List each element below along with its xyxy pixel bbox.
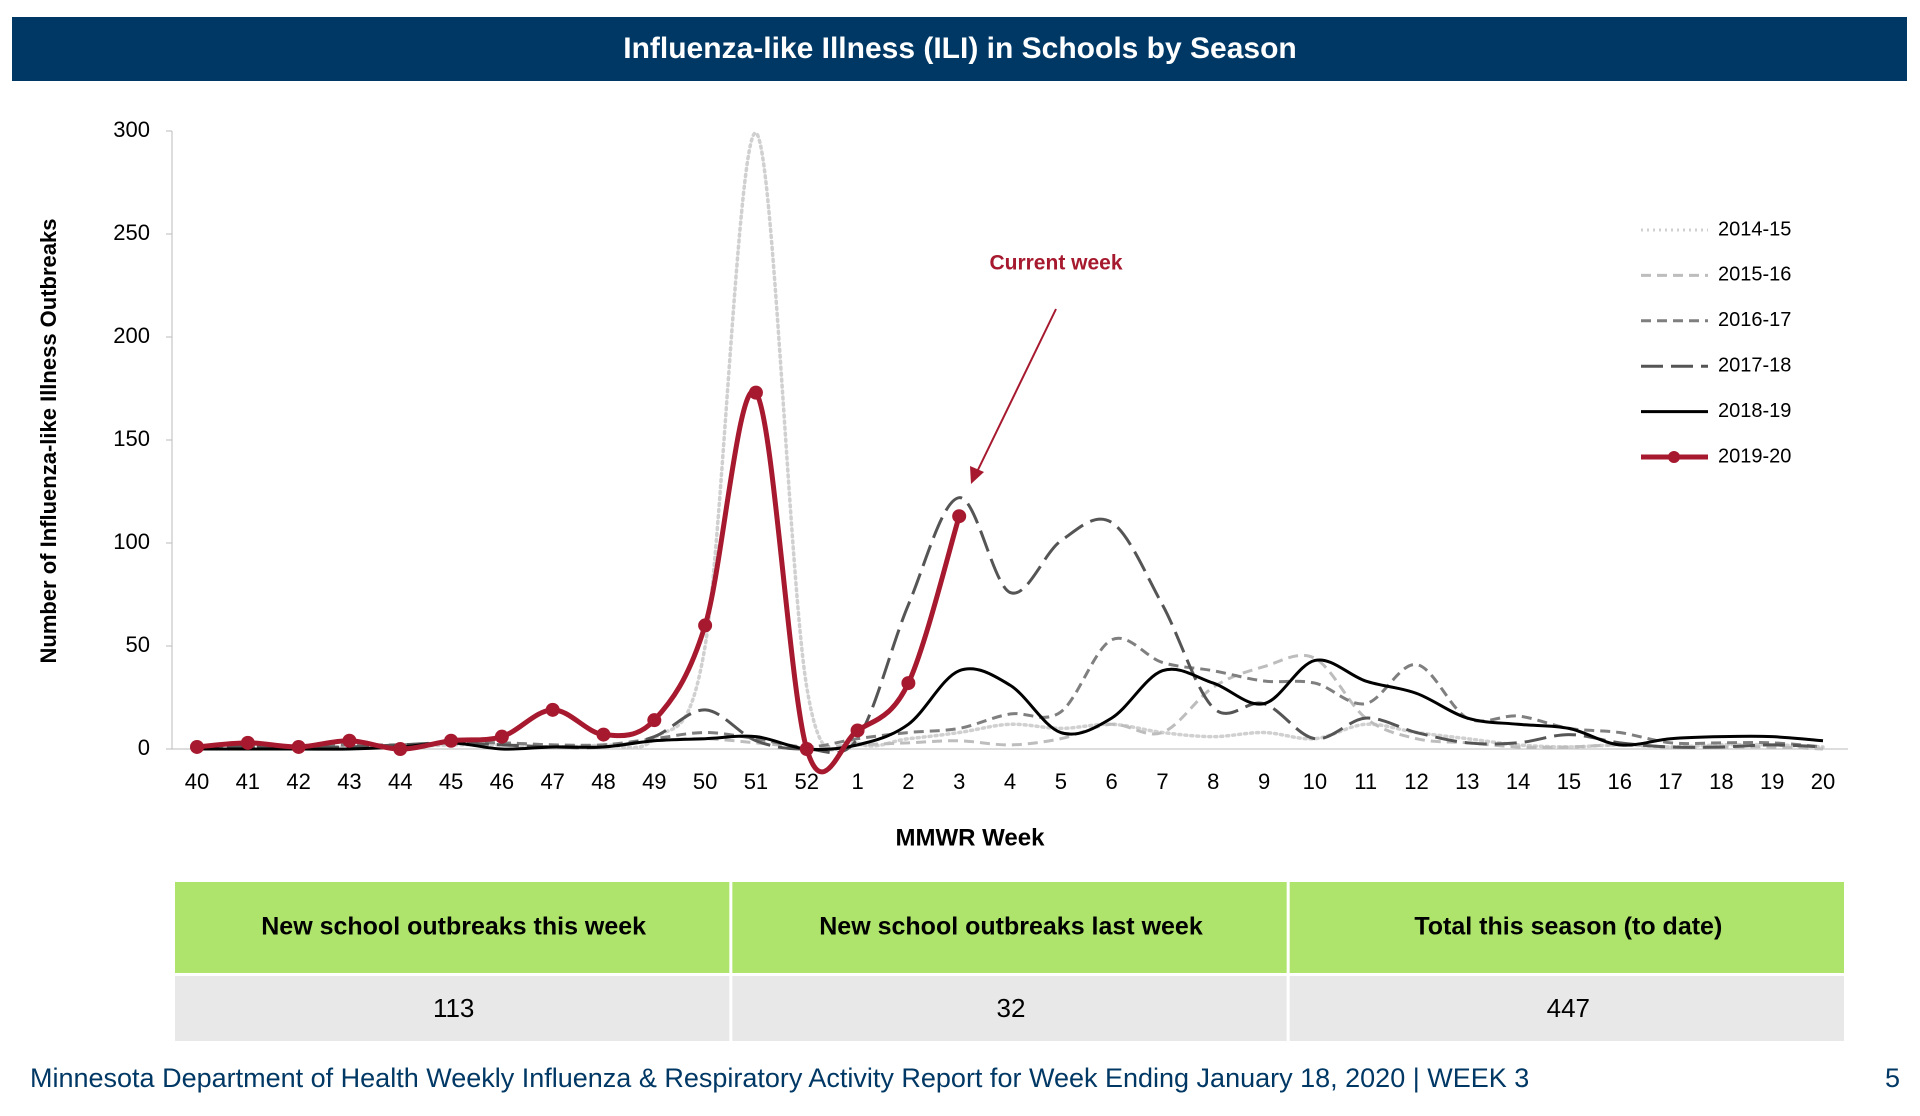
- data-point: [698, 618, 713, 633]
- x-tick-label: 45: [439, 769, 463, 794]
- x-tick-label: 52: [795, 769, 819, 794]
- y-tick-label: 150: [113, 426, 150, 451]
- header-cell: [175, 882, 730, 973]
- legend-label: 2019-20: [1718, 445, 1791, 467]
- series-line: [196, 658, 1824, 752]
- data-point: [596, 727, 611, 742]
- x-tick-label: 40: [185, 769, 209, 794]
- data-point: [850, 723, 865, 738]
- x-tick-label: 44: [388, 769, 412, 794]
- y-tick-label: 0: [138, 735, 150, 760]
- data-point: [748, 385, 763, 400]
- data-point: [647, 713, 662, 728]
- y-tick-label: 50: [126, 632, 150, 657]
- y-tick-label: 250: [113, 220, 150, 245]
- legend-label: 2016-17: [1718, 309, 1791, 331]
- page-number: 5: [1885, 1063, 1900, 1093]
- title-bar: [12, 17, 1907, 81]
- header-text: New school outbreaks last week: [819, 913, 1203, 941]
- data-point: [393, 742, 408, 756]
- cell-text: 32: [997, 993, 1026, 1023]
- header-text: Total this season (to date): [1414, 913, 1722, 941]
- legend-marker: [1668, 451, 1680, 463]
- x-tick-label: 10: [1303, 769, 1327, 794]
- data-cell: [175, 976, 730, 1041]
- data-point: [799, 742, 814, 756]
- y-tick-label: 200: [113, 323, 150, 348]
- table: New school outbreaks this week New school…: [175, 882, 1844, 1041]
- x-tick-label: 14: [1506, 769, 1530, 794]
- x-tick-label: 43: [337, 769, 361, 794]
- x-tick-label: 47: [540, 769, 564, 794]
- x-tick-label: 8: [1207, 769, 1219, 794]
- series-line: [195, 131, 1825, 752]
- y-axis-label: Number of Influenza-like Illness Outbrea…: [36, 219, 61, 664]
- data-point: [291, 739, 306, 754]
- x-tick-label: 6: [1106, 769, 1118, 794]
- legend-label: 2017-18: [1718, 354, 1791, 376]
- x-tick-label: 46: [490, 769, 514, 794]
- y-tick-label: 100: [113, 529, 150, 554]
- legend-label: 2014-15: [1718, 218, 1791, 240]
- data-point: [240, 735, 255, 750]
- legend-label: 2015-16: [1718, 264, 1791, 286]
- x-tick-label: 4: [1004, 769, 1016, 794]
- annotation-arrow: [974, 308, 1057, 477]
- x-tick-label: 15: [1557, 769, 1581, 794]
- header-cell: [1289, 882, 1844, 973]
- x-tick-label: 17: [1658, 769, 1682, 794]
- data-cell: [732, 976, 1287, 1041]
- x-tick-label: 51: [744, 769, 768, 794]
- x-tick-label: 11: [1354, 769, 1377, 794]
- x-tick-label: 50: [693, 769, 717, 794]
- data-point: [444, 733, 459, 748]
- data-point: [494, 729, 509, 744]
- cell-text: 447: [1547, 993, 1590, 1023]
- x-tick-label: 20: [1811, 769, 1835, 794]
- x-tick-label: 16: [1608, 769, 1632, 794]
- data-point: [545, 702, 560, 717]
- data-point: [342, 733, 357, 748]
- x-tick-label: 18: [1709, 769, 1733, 794]
- series-line: [197, 496, 1824, 755]
- x-tick-label: 48: [591, 769, 615, 794]
- x-axis-label: MMWR Week: [896, 824, 1046, 851]
- header-cell: [732, 882, 1287, 973]
- data-point: [901, 676, 916, 691]
- y-tick-label: 300: [113, 117, 150, 142]
- x-tick-label: 12: [1404, 769, 1428, 794]
- x-tick-label: 2: [902, 769, 914, 794]
- data-point: [190, 739, 204, 754]
- x-tick-label: 13: [1455, 769, 1479, 794]
- series-line: [196, 653, 1824, 751]
- x-tick-label: 5: [1055, 769, 1067, 794]
- arrow-head: [970, 466, 984, 484]
- header-text: New school outbreaks this week: [261, 913, 646, 941]
- data-cell: [1289, 976, 1844, 1041]
- x-tick-label: 7: [1156, 769, 1168, 794]
- x-tick-label: 1: [851, 769, 863, 794]
- legend-label: 2018-19: [1718, 400, 1791, 422]
- footer-text: Minnesota Department of Health Weekly In…: [30, 1063, 1529, 1093]
- cell-text: 113: [433, 993, 474, 1023]
- x-tick-label: 3: [953, 769, 965, 794]
- series-line: [196, 388, 962, 775]
- annotation: Current week: [989, 252, 1122, 275]
- x-tick-label: 49: [642, 769, 666, 794]
- x-tick-label: 19: [1760, 769, 1784, 794]
- data-point: [952, 509, 967, 524]
- x-tick-label: 42: [286, 769, 310, 794]
- chart-title: Influenza-like Illness (ILI) in Schools …: [623, 32, 1296, 65]
- x-tick-label: 41: [236, 769, 260, 794]
- x-tick-label: 9: [1258, 769, 1270, 794]
